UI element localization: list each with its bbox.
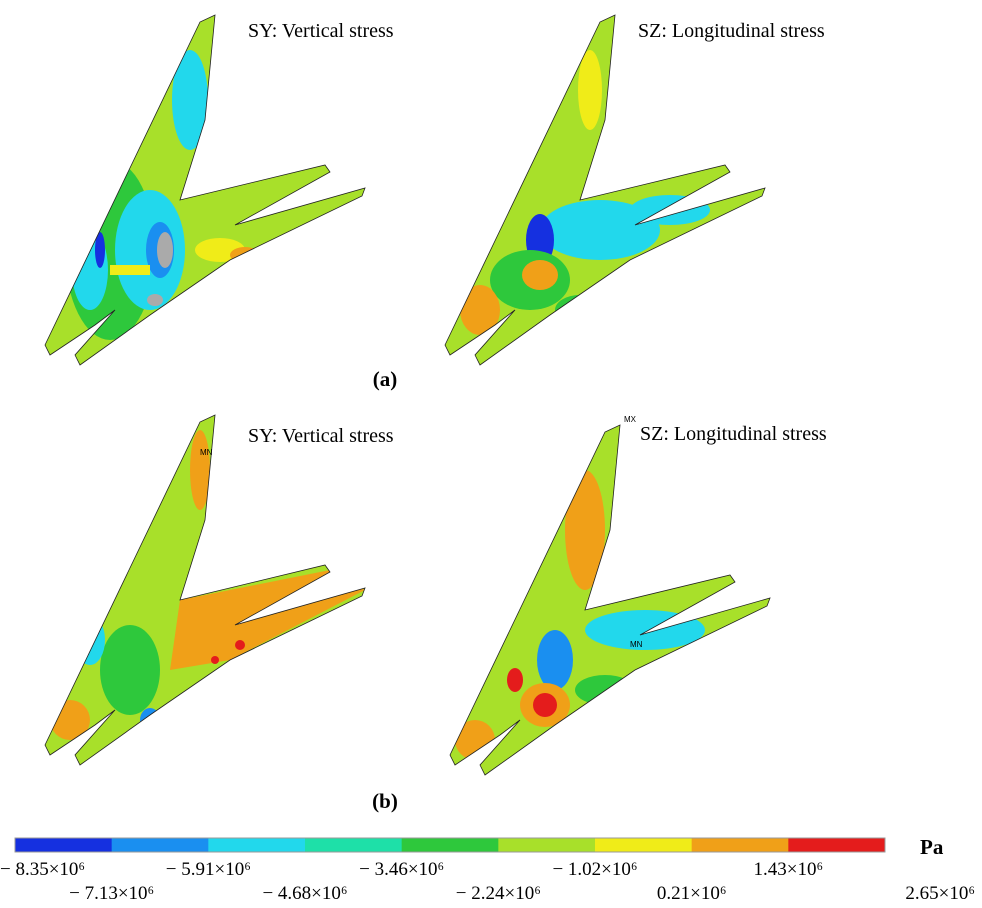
contour-plot	[45, 415, 365, 765]
colorbar-label: 0.21×10⁶	[657, 883, 727, 904]
colorbar-segment	[15, 838, 112, 852]
colorbar-label: − 7.13×10⁶	[69, 883, 154, 904]
colorbar-label: − 8.35×10⁶	[0, 859, 85, 880]
colorbar-unit: Pa	[920, 835, 944, 859]
contour-plot	[45, 15, 365, 365]
marker-label: MN	[630, 640, 643, 649]
colorbar-segment	[208, 838, 305, 852]
colorbar-segment	[595, 838, 692, 852]
colorbar-segment	[112, 838, 209, 852]
colorbar-segment	[692, 838, 789, 852]
figure: SY: Vertical stress SZ: Longitudinal str…	[0, 0, 982, 908]
plot-title: SZ: Longitudinal stress	[638, 20, 825, 42]
plot-title: SY: Vertical stress	[248, 20, 394, 42]
colorbar: − 8.35×10⁶ − 7.13×10⁶ − 5.91×10⁶ − 4.68×10⁶…	[0, 838, 975, 904]
panel-label: (a)	[373, 367, 398, 391]
plot-title: SY: Vertical stress	[248, 425, 394, 447]
contour-plot	[450, 425, 770, 775]
colorbar-label: − 3.46×10⁶	[359, 859, 444, 880]
marker-label: MN	[200, 448, 213, 457]
colorbar-label: 2.65×10⁶	[905, 883, 975, 904]
colorbar-segment	[305, 838, 402, 852]
colorbar-segment	[498, 838, 595, 852]
colorbar-label: − 2.24×10⁶	[456, 883, 541, 904]
marker-label: MX	[624, 415, 637, 424]
colorbar-segment	[402, 838, 499, 852]
colorbar-label: 1.43×10⁶	[754, 859, 824, 880]
plot-title: SZ: Longitudinal stress	[640, 423, 827, 445]
panel-label: (b)	[372, 789, 398, 813]
colorbar-label: − 4.68×10⁶	[262, 883, 347, 904]
colorbar-segment	[788, 838, 885, 852]
colorbar-label: − 1.02×10⁶	[552, 859, 637, 880]
contour-plot	[445, 15, 765, 365]
colorbar-label: − 5.91×10⁶	[166, 859, 251, 880]
